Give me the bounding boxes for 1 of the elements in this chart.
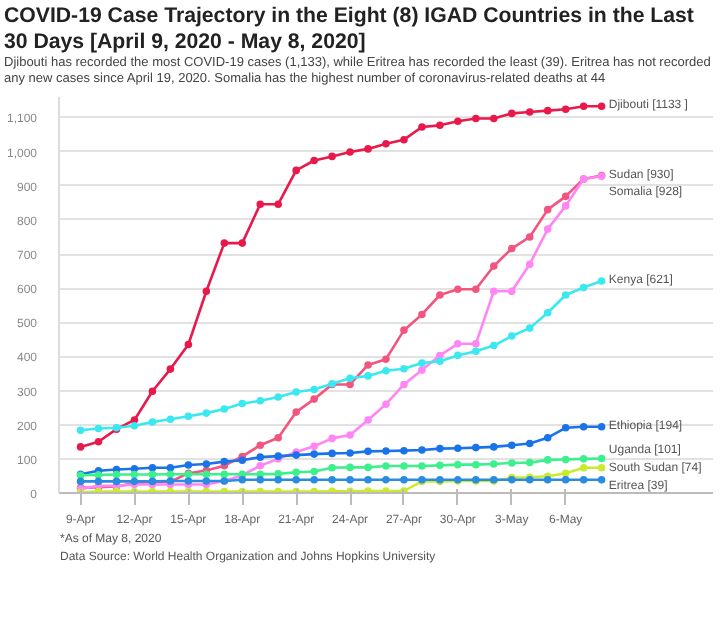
chart-title: COVID-19 Case Trajectory in the Eight (8) IGAD Countries in the Last 30 Days [April 9, 2020 - May 8, 2020] <box>4 4 696 56</box>
